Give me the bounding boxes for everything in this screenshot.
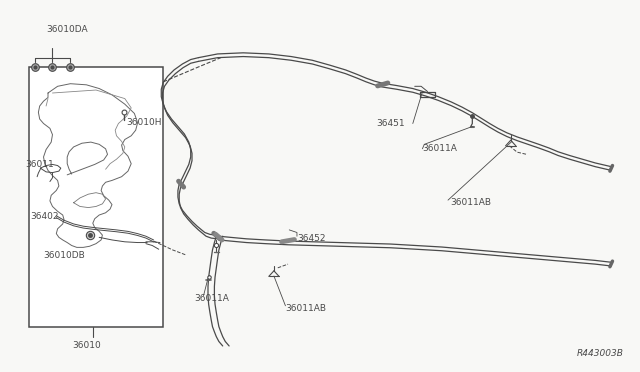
Text: 36010: 36010 (72, 341, 100, 350)
Text: 36011AB: 36011AB (285, 304, 326, 312)
Text: 36402: 36402 (31, 212, 60, 221)
Text: 36011: 36011 (26, 160, 54, 169)
Text: 36010DB: 36010DB (44, 251, 85, 260)
Bar (29, 67, 163, 327)
Text: 36011AB: 36011AB (451, 198, 492, 207)
Text: 36011A: 36011A (194, 294, 228, 303)
Text: 36010DA: 36010DA (46, 25, 88, 34)
Text: 36451: 36451 (376, 119, 405, 128)
Text: 36011A: 36011A (422, 144, 457, 153)
Text: 36010H: 36010H (127, 118, 162, 126)
Text: 36452: 36452 (297, 234, 326, 243)
Text: R443003B: R443003B (577, 349, 624, 358)
